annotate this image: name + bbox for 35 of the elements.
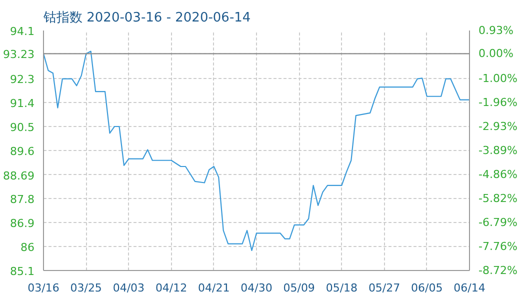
- y-tick-label: 87.8: [10, 193, 35, 206]
- y2-tick-label: 0.93%: [478, 24, 514, 37]
- y2-tick-label: -1.00%: [478, 72, 518, 85]
- y2-tick-label: -6.79%: [478, 216, 518, 229]
- chart-title: 钴指数 2020-03-16 - 2020-06-14: [42, 10, 251, 26]
- x-tick-label: 05/09: [283, 282, 315, 294]
- y-tick-label: 91.4: [10, 97, 35, 110]
- y-tick-label: 86.9: [10, 217, 35, 230]
- y-tick-label: 90.5: [10, 121, 35, 134]
- y2-tick-label: 0.00%: [478, 47, 514, 60]
- x-tick-label: 05/27: [368, 282, 400, 294]
- y2-tick-label: -8.72%: [478, 264, 518, 277]
- y2-tick-label: -4.86%: [478, 168, 518, 181]
- y-tick-label: 85.1: [10, 265, 35, 278]
- x-tick-label: 06/05: [411, 282, 443, 294]
- y-tick-label: 86: [20, 241, 35, 254]
- x-tick-label: 04/03: [112, 282, 145, 294]
- y-tick-label: 89.6: [10, 145, 35, 158]
- x-tick-label: 06/14: [454, 282, 486, 294]
- line-series: [44, 50, 470, 252]
- x-tick-label: 03/16: [28, 282, 60, 294]
- y2-tick-label: -7.76%: [478, 240, 518, 254]
- x-tick-label: 04/30: [240, 282, 272, 294]
- y2-tick-label: -3.89%: [478, 144, 518, 157]
- y2-tick-label: -1.96%: [478, 96, 518, 109]
- y-tick-label: 92.3: [10, 73, 35, 86]
- x-tick-label: 04/12: [155, 282, 188, 294]
- x-tick-label: 03/25: [70, 282, 102, 294]
- y2-tick-label: -5.82%: [478, 192, 518, 205]
- y-tick-label: 94.1: [10, 25, 35, 38]
- y2-tick-label: -2.93%: [478, 120, 518, 133]
- y-tick-label: 93.23: [3, 48, 35, 62]
- y-tick-label: 88.69: [3, 169, 35, 182]
- x-tick-label: 04/21: [198, 282, 230, 294]
- x-tick-label: 05/18: [326, 282, 358, 294]
